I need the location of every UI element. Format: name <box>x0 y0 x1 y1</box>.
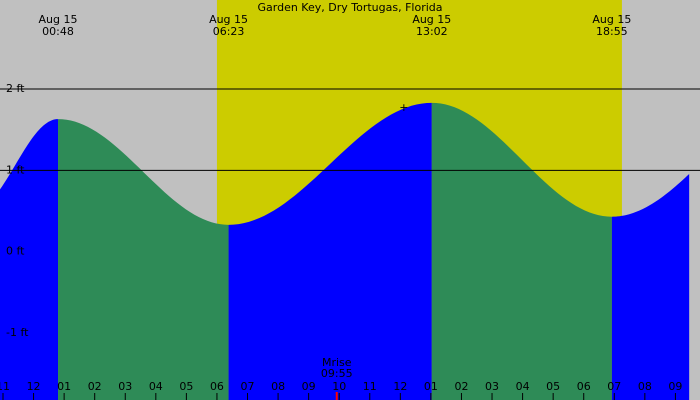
x-hour-label: 01 <box>424 380 438 393</box>
y-tick-label: 2 ft <box>6 82 25 95</box>
y-axis-labels: 2 ft 1 ft 0 ft -1 ft <box>6 82 29 339</box>
rising-tide-area <box>611 173 690 400</box>
x-hour-label: 07 <box>241 380 255 393</box>
tide-event-time: 00:48 <box>42 25 74 38</box>
moonrise-time: 09:55 <box>321 367 353 380</box>
tide-area-segments <box>0 102 690 400</box>
moonrise-label: Mrise <box>322 356 352 369</box>
x-hour-label: 06 <box>210 380 224 393</box>
x-hour-label: 09 <box>668 380 682 393</box>
tide-event-date: Aug 15 <box>39 13 78 26</box>
x-hour-label: 07 <box>607 380 621 393</box>
y-tick-label: 0 ft <box>6 245 25 258</box>
x-hour-label: 02 <box>88 380 102 393</box>
tide-event-time: 06:23 <box>213 25 245 38</box>
x-hour-label: 05 <box>546 380 560 393</box>
x-hour-label: 08 <box>638 380 652 393</box>
x-hour-label: 03 <box>485 380 499 393</box>
rising-tide-area <box>228 102 432 400</box>
x-hour-label: 12 <box>393 380 407 393</box>
falling-tide-area <box>58 119 229 400</box>
y-tick-label: 1 ft <box>6 163 25 176</box>
x-hour-label: 12 <box>27 380 41 393</box>
tide-event-time: 18:55 <box>596 25 628 38</box>
tide-event-date: Aug 15 <box>412 13 451 26</box>
falling-tide-area <box>431 102 612 400</box>
tide-event-date: Aug 15 <box>592 13 631 26</box>
x-hour-label: 02 <box>454 380 468 393</box>
x-hour-label: 06 <box>577 380 591 393</box>
x-hour-label: 11 <box>363 380 377 393</box>
high-tide-marker: + <box>399 101 408 114</box>
rising-tide-area <box>0 119 59 400</box>
x-hour-label: 10 <box>332 380 346 393</box>
y-tick-label: -1 ft <box>6 326 29 339</box>
x-hour-label: 04 <box>516 380 530 393</box>
tide-event-time: 13:02 <box>416 25 448 38</box>
x-hour-label: 08 <box>271 380 285 393</box>
x-hour-label: 05 <box>179 380 193 393</box>
chart-title: Garden Key, Dry Tortugas, Florida <box>258 1 443 14</box>
reference-lines <box>0 88 700 171</box>
x-axis-hour-labels: 11 12 01 02 03 04 05 06 07 08 09 10 11 12 01 02 03 04 05 06… <box>0 380 682 400</box>
x-hour-label: 03 <box>118 380 132 393</box>
x-hour-label: 01 <box>57 380 71 393</box>
x-hour-label: 09 <box>302 380 316 393</box>
x-hour-label: 04 <box>149 380 163 393</box>
x-hour-label: 11 <box>0 380 10 393</box>
tide-event-date: Aug 15 <box>209 13 248 26</box>
